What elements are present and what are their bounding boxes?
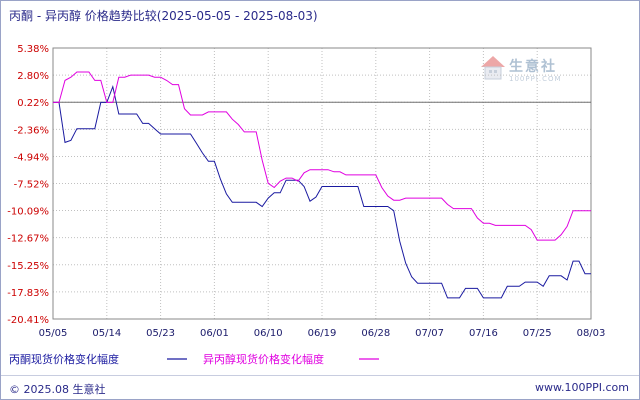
legend-label-1: 丙酮现货价格变化幅度 bbox=[9, 352, 119, 366]
y-tick-label: -4.94% bbox=[14, 152, 49, 163]
y-tick-label: 2.80% bbox=[17, 71, 49, 82]
axes bbox=[52, 47, 592, 320]
x-tick-label: 06/01 bbox=[200, 328, 229, 339]
y-tick-label: -20.41% bbox=[7, 315, 49, 326]
house-icon bbox=[481, 56, 505, 80]
footer-copyright: © 2025.08 生意社 bbox=[9, 383, 106, 396]
x-tick-label: 07/16 bbox=[469, 328, 498, 339]
series-line-1 bbox=[53, 84, 591, 299]
y-tick-label: -17.83% bbox=[7, 288, 49, 299]
watermark-logo: 生意社 100PPI.COM bbox=[479, 53, 579, 93]
y-tick-label: -10.09% bbox=[7, 207, 49, 218]
x-tick-label: 05/05 bbox=[39, 328, 68, 339]
x-tick-label: 06/19 bbox=[308, 328, 337, 339]
footer-divider bbox=[1, 375, 639, 376]
grid bbox=[52, 47, 592, 320]
x-tick-label: 05/23 bbox=[146, 328, 175, 339]
y-tick-label: -7.52% bbox=[14, 180, 49, 191]
y-tick-label: 5.38% bbox=[17, 44, 49, 55]
watermark-url: 100PPI.COM bbox=[509, 75, 562, 83]
x-tick-label: 07/07 bbox=[415, 328, 444, 339]
y-tick-label: -12.67% bbox=[7, 234, 49, 245]
series-line-2 bbox=[53, 71, 591, 241]
legend: 丙酮现货价格变化幅度 异丙醇现货价格变化幅度 bbox=[9, 352, 379, 366]
x-tick-label: 06/10 bbox=[254, 328, 283, 339]
y-tick-label: -2.36% bbox=[14, 125, 49, 136]
y-tick-label: 0.22% bbox=[17, 98, 49, 109]
series-lines bbox=[53, 71, 591, 299]
x-tick-label: 05/14 bbox=[92, 328, 121, 339]
y-tick-label: -15.25% bbox=[7, 261, 49, 272]
legend-label-2: 异丙醇现货价格变化幅度 bbox=[203, 352, 324, 366]
x-tick-label: 08/03 bbox=[577, 328, 606, 339]
plot-border bbox=[52, 47, 592, 320]
x-tick-label: 07/25 bbox=[523, 328, 552, 339]
chart-title: 丙酮 - 异丙醇 价格趋势比较(2025-05-05 - 2025-08-03) bbox=[9, 9, 318, 23]
line-chart: 5.38% 2.80% 0.22% -2.36% -4.94% -7.52% -10.09%… bbox=[7, 44, 605, 366]
footer-website: www.100PPI.com bbox=[535, 381, 629, 394]
x-tick-label: 06/28 bbox=[361, 328, 390, 339]
watermark-name: 生意社 bbox=[509, 59, 557, 75]
tick-labels: 5.38% 2.80% 0.22% -2.36% -4.94% -7.52% -10.09%… bbox=[7, 44, 605, 339]
